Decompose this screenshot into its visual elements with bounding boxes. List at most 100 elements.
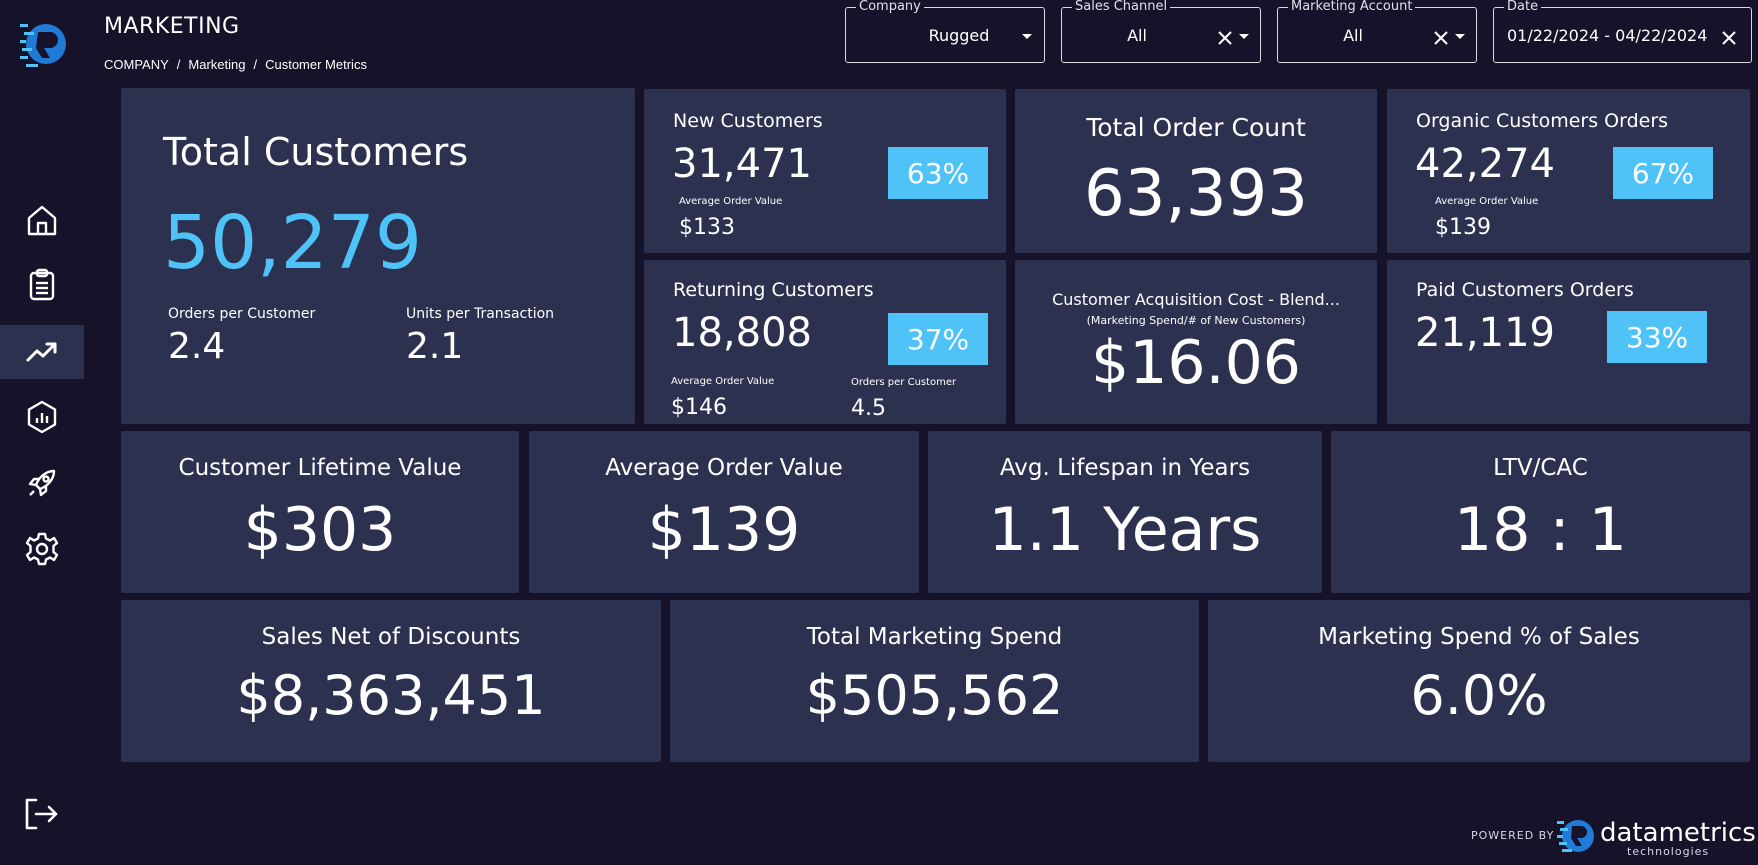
rocket-icon bbox=[28, 469, 56, 497]
breadcrumb-company[interactable]: COMPANY bbox=[104, 57, 169, 72]
orders-per-customer-value: 2.4 bbox=[168, 326, 226, 367]
organic-orders-card: Organic Customers Orders 42,274 67% Aver… bbox=[1387, 89, 1750, 253]
total-order-count-value: 63,393 bbox=[1084, 157, 1308, 231]
marketing-account-select-value: All bbox=[1343, 26, 1363, 45]
marketing-spend-value: $505,562 bbox=[805, 664, 1064, 727]
date-range-value: 01/22/2024 - 04/22/2024 bbox=[1507, 26, 1707, 45]
caret-down-icon[interactable] bbox=[1455, 34, 1465, 39]
chart-hex-icon bbox=[27, 400, 57, 434]
logout-icon[interactable] bbox=[22, 796, 62, 832]
total-customers-value: 50,279 bbox=[163, 200, 422, 286]
card-label: Total Order Count bbox=[1086, 113, 1306, 142]
aov-label: Average Order Value bbox=[671, 376, 775, 387]
aov-label: Average Order Value bbox=[679, 196, 783, 207]
sales-channel-select-label: Sales Channel bbox=[1072, 0, 1171, 14]
breadcrumb: COMPANY / Marketing / Customer Metrics bbox=[104, 57, 367, 72]
datametrics-logo-icon bbox=[1557, 820, 1594, 852]
breadcrumb-customer-metrics: Customer Metrics bbox=[265, 57, 367, 72]
home-icon bbox=[27, 205, 57, 236]
card-label: Avg. Lifespan in Years bbox=[999, 455, 1251, 481]
cac-card: Customer Acquisition Cost - Blend... (Ma… bbox=[1015, 260, 1377, 424]
new-customers-badge: 63% bbox=[888, 147, 988, 199]
spend-pct-value: 6.0% bbox=[1410, 664, 1548, 727]
units-per-transaction-label: Units per Transaction bbox=[406, 306, 555, 322]
paid-orders-value: 21,119 bbox=[1415, 310, 1555, 356]
company-select[interactable]: Company Rugged bbox=[845, 0, 1045, 63]
date-range-label: Date bbox=[1504, 0, 1542, 14]
clear-icon[interactable] bbox=[1216, 29, 1234, 47]
organic-orders-badge: 67% bbox=[1613, 147, 1713, 199]
cac-value: $16.06 bbox=[1091, 328, 1301, 398]
lifespan-value: 1.1 Years bbox=[988, 495, 1262, 565]
company-select-value: Rugged bbox=[928, 26, 990, 45]
total-order-count-card: Total Order Count 63,393 bbox=[1015, 89, 1377, 253]
clv-card: Customer Lifetime Value $303 bbox=[121, 431, 519, 593]
card-label: Total Customers bbox=[163, 130, 469, 174]
footer-brand: datametrics bbox=[1600, 818, 1756, 848]
paid-orders-card: Paid Customers Orders 21,119 33% bbox=[1387, 260, 1750, 424]
sales-channel-select-value: All bbox=[1127, 26, 1147, 45]
lifespan-card: Avg. Lifespan in Years 1.1 Years bbox=[928, 431, 1322, 593]
marketing-account-select[interactable]: Marketing Account All bbox=[1277, 0, 1477, 63]
card-label: Average Order Value bbox=[605, 455, 843, 481]
card-label: Total Marketing Spend bbox=[806, 624, 1063, 650]
nav-home[interactable] bbox=[0, 193, 84, 247]
ltv-cac-value: 18 : 1 bbox=[1454, 495, 1627, 565]
clv-value: $303 bbox=[243, 495, 397, 565]
card-label: LTV/CAC bbox=[1493, 455, 1588, 481]
orders-per-customer-value: 4.5 bbox=[851, 396, 886, 421]
company-select-label: Company bbox=[856, 0, 924, 14]
returning-customers-value: 18,808 bbox=[672, 310, 812, 356]
nav-settings[interactable] bbox=[0, 522, 84, 576]
card-label: Sales Net of Discounts bbox=[261, 624, 521, 650]
card-label: Paid Customers Orders bbox=[1416, 279, 1634, 301]
nav-launch[interactable] bbox=[0, 456, 84, 510]
card-label: Returning Customers bbox=[673, 279, 874, 301]
footer-sub: technologies bbox=[1627, 845, 1710, 858]
nav-marketing[interactable] bbox=[0, 325, 84, 379]
breadcrumb-separator: / bbox=[176, 57, 181, 72]
page-title: MARKETING bbox=[104, 14, 240, 39]
breadcrumb-marketing[interactable]: Marketing bbox=[188, 57, 246, 72]
nav-reports[interactable] bbox=[0, 258, 84, 312]
sales-net-card: Sales Net of Discounts $8,363,451 bbox=[121, 600, 661, 762]
breadcrumb-separator: / bbox=[253, 57, 258, 72]
date-range-input[interactable]: Date 01/22/2024 - 04/22/2024 bbox=[1493, 0, 1752, 63]
aov-value: $139 bbox=[647, 495, 801, 565]
paid-orders-badge: 33% bbox=[1607, 311, 1707, 363]
returning-customers-card: Returning Customers 18,808 37% Average O… bbox=[644, 260, 1006, 424]
new-customers-value: 31,471 bbox=[672, 141, 812, 187]
clear-icon[interactable] bbox=[1720, 29, 1738, 47]
card-label: Customer Lifetime Value bbox=[178, 455, 462, 481]
orders-per-customer-label: Orders per Customer bbox=[168, 306, 316, 322]
company-logo[interactable] bbox=[18, 18, 66, 70]
trending-up-icon bbox=[26, 342, 57, 362]
card-label: New Customers bbox=[673, 110, 823, 132]
aov-label: Average Order Value bbox=[1435, 196, 1539, 207]
returning-customers-badge: 37% bbox=[888, 313, 988, 365]
powered-by-label: POWERED BY bbox=[1471, 829, 1555, 842]
gear-icon bbox=[25, 532, 59, 566]
card-label: Marketing Spend % of Sales bbox=[1318, 624, 1640, 650]
clear-icon[interactable] bbox=[1432, 29, 1450, 47]
card-label: Customer Acquisition Cost - Blend... bbox=[1052, 290, 1340, 309]
spend-pct-card: Marketing Spend % of Sales 6.0% bbox=[1208, 600, 1750, 762]
aov-value: $139 bbox=[1435, 215, 1491, 240]
card-label: Organic Customers Orders bbox=[1416, 110, 1669, 132]
marketing-spend-card: Total Marketing Spend $505,562 bbox=[670, 600, 1199, 762]
marketing-account-select-label: Marketing Account bbox=[1288, 0, 1416, 14]
caret-down-icon[interactable] bbox=[1022, 34, 1032, 39]
aov-card: Average Order Value $139 bbox=[529, 431, 919, 593]
aov-value: $133 bbox=[679, 215, 735, 240]
total-customers-card: Total Customers 50,279 Orders per Custom… bbox=[121, 88, 635, 424]
sales-channel-select[interactable]: Sales Channel All bbox=[1061, 0, 1261, 63]
clipboard-icon bbox=[29, 268, 55, 301]
orders-per-customer-label: Orders per Customer bbox=[851, 377, 957, 388]
caret-down-icon[interactable] bbox=[1239, 34, 1249, 39]
new-customers-card: New Customers 31,471 63% Average Order V… bbox=[644, 89, 1006, 253]
ltv-cac-card: LTV/CAC 18 : 1 bbox=[1331, 431, 1750, 593]
sidebar bbox=[0, 0, 84, 865]
units-per-transaction-value: 2.1 bbox=[406, 326, 464, 367]
sales-net-value: $8,363,451 bbox=[236, 664, 546, 727]
nav-analytics[interactable] bbox=[0, 390, 84, 444]
